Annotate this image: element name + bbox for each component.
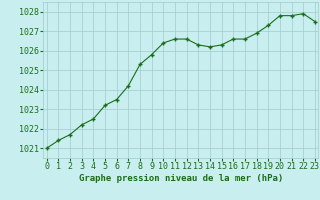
X-axis label: Graphe pression niveau de la mer (hPa): Graphe pression niveau de la mer (hPa) [79,174,283,183]
